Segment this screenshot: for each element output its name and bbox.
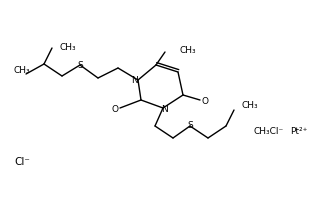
Text: N: N: [162, 104, 168, 113]
Text: CH₃: CH₃: [60, 43, 77, 51]
Text: N: N: [131, 75, 137, 85]
Text: CH₃: CH₃: [242, 100, 259, 110]
Text: S: S: [187, 122, 193, 130]
Text: CH₃Cl⁻: CH₃Cl⁻: [254, 126, 284, 136]
Text: O: O: [112, 104, 119, 113]
Text: CH₃: CH₃: [14, 65, 30, 74]
Text: S: S: [77, 60, 83, 70]
Text: Cl⁻: Cl⁻: [14, 157, 30, 167]
Text: CH₃: CH₃: [179, 46, 196, 55]
Text: Pt²⁺: Pt²⁺: [290, 126, 308, 136]
Text: O: O: [202, 97, 209, 106]
